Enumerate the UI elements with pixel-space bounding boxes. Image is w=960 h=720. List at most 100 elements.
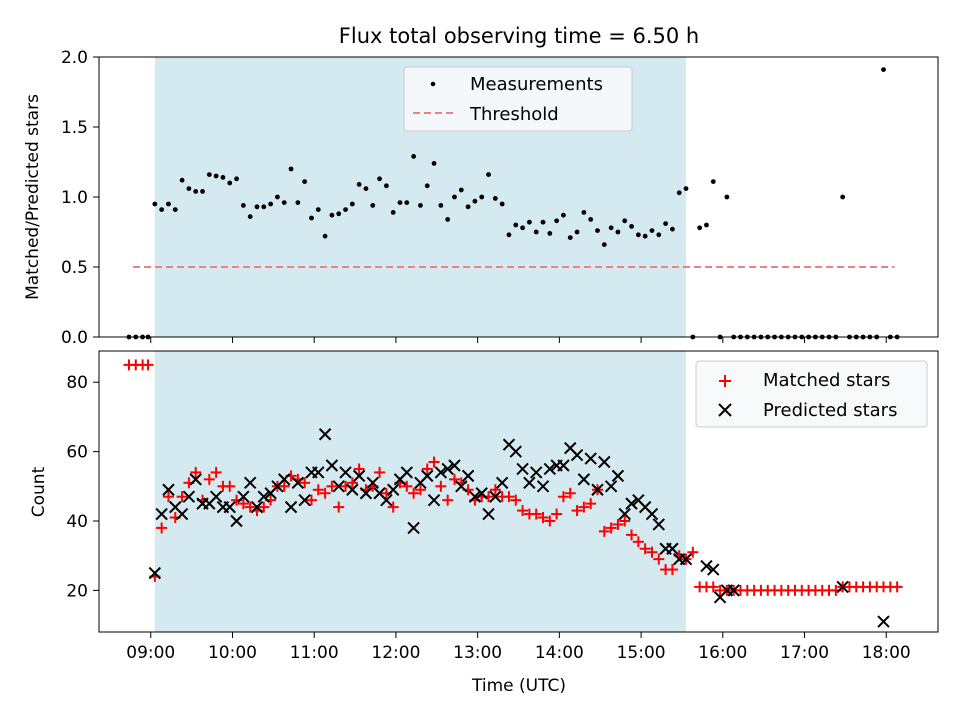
measurement-point	[608, 225, 614, 231]
measurement-point	[465, 204, 471, 210]
matched-star-point	[244, 501, 256, 513]
measurement-point	[179, 177, 185, 183]
measurement-point	[404, 200, 410, 206]
predicted-star-point	[448, 459, 461, 472]
matched-star-point	[190, 466, 202, 478]
measurement-point	[663, 221, 668, 227]
predicted-star-point	[543, 462, 557, 476]
predicted-star-point	[577, 473, 591, 486]
measurement-point	[656, 232, 662, 238]
predicted-star-point	[557, 459, 570, 472]
measurement-point	[683, 186, 689, 192]
y-tick-label: 0.0	[61, 328, 88, 348]
matched-star-point	[258, 501, 270, 513]
predicted-star-point	[162, 483, 175, 496]
measurement-point	[152, 201, 158, 207]
predicted-star-point	[877, 615, 890, 628]
predicted-star-point	[237, 490, 250, 503]
predicted-star-point	[386, 483, 400, 496]
matched-star-point	[448, 473, 460, 485]
predicted-star-point	[707, 563, 720, 576]
predicted-star-point	[666, 542, 679, 555]
bottom-axes-frame	[98, 350, 939, 633]
predicted-star-point	[434, 466, 448, 479]
predicted-star-point	[421, 469, 434, 483]
measurement-point	[254, 204, 260, 210]
measurement-point	[247, 214, 253, 220]
matched-star-point	[557, 491, 569, 503]
measurement-point	[595, 228, 600, 234]
y-tick-label: 1.5	[61, 118, 88, 138]
measurement-point	[220, 175, 226, 180]
measurement-point	[200, 189, 205, 194]
legend-matched-marker	[719, 375, 731, 387]
predicted-star-point	[489, 490, 502, 503]
bottom-y-axis-label: Count	[29, 466, 49, 517]
measurement-point	[186, 186, 192, 192]
matched-star-point	[305, 494, 317, 506]
measurement-point	[622, 218, 628, 224]
x-axis-label: Time (UTC)	[471, 676, 566, 696]
predicted-star-point	[189, 473, 202, 486]
measurement-point	[588, 217, 594, 222]
x-tick-label: 15:00	[617, 643, 666, 663]
matched-star-point	[530, 508, 542, 520]
matched-star-point	[408, 487, 420, 499]
measurement-point	[397, 200, 403, 206]
measurement-point	[615, 229, 621, 235]
predicted-star-point	[516, 462, 529, 476]
predicted-star-point	[339, 466, 352, 479]
y-tick-label: 2.0	[61, 48, 88, 68]
predicted-star-point	[468, 490, 482, 503]
matched-star-point	[237, 498, 249, 510]
predicted-star-point	[182, 490, 196, 503]
predicted-star-point	[679, 552, 693, 566]
measurement-point	[431, 161, 437, 166]
predicted-star-point	[591, 483, 604, 496]
matched-star-point	[510, 494, 522, 506]
top-y-axis-label: Matched/Predicted stars	[23, 94, 43, 300]
measurement-point	[159, 207, 165, 213]
predicted-star-point	[366, 476, 379, 490]
measurement-point	[499, 201, 505, 207]
measurement-point	[240, 203, 246, 208]
predicted-star-point	[523, 476, 536, 490]
matched-star-point	[544, 515, 556, 527]
matched-star-point	[353, 463, 365, 475]
measurement-point	[227, 180, 233, 186]
predicted-star-point	[298, 493, 311, 507]
matched-star-point	[401, 480, 413, 492]
matched-star-point	[517, 505, 529, 517]
measurement-point	[561, 212, 566, 218]
y-tick-label: 0.5	[61, 258, 88, 278]
measurement-point	[295, 200, 301, 206]
matched-star-point	[612, 518, 624, 530]
matched-star-point	[707, 581, 719, 593]
measurement-point	[704, 222, 709, 228]
measurement-point	[642, 233, 648, 239]
predicted-star-point	[380, 493, 393, 507]
bottom-panel: 20 40 60 80 09:00 10:00 11:00 12:00 13:00 14:00 1…	[29, 350, 939, 696]
measurement-point	[520, 225, 525, 231]
matched-star-point	[319, 487, 331, 499]
measurement-point	[336, 211, 342, 217]
x-tick-label: 17:00	[780, 643, 829, 663]
measurement-point	[166, 201, 171, 207]
matched-star-point	[176, 491, 188, 503]
measurement-point	[288, 166, 294, 172]
measurement-point	[281, 200, 287, 206]
predicted-star-point	[346, 483, 359, 496]
predicted-star-point	[352, 469, 366, 483]
measurement-point	[356, 182, 362, 187]
measurement-point	[206, 172, 212, 178]
measurement-point	[670, 226, 675, 232]
measurement-point	[329, 212, 335, 218]
x-tick-label: 11:00	[290, 643, 339, 663]
measurement-point	[629, 224, 634, 229]
measurement-point	[492, 196, 498, 201]
measurement-point	[268, 201, 274, 207]
predicted-star-point	[359, 487, 373, 500]
predicted-star-point	[230, 514, 243, 528]
predicted-star-point	[618, 507, 631, 521]
